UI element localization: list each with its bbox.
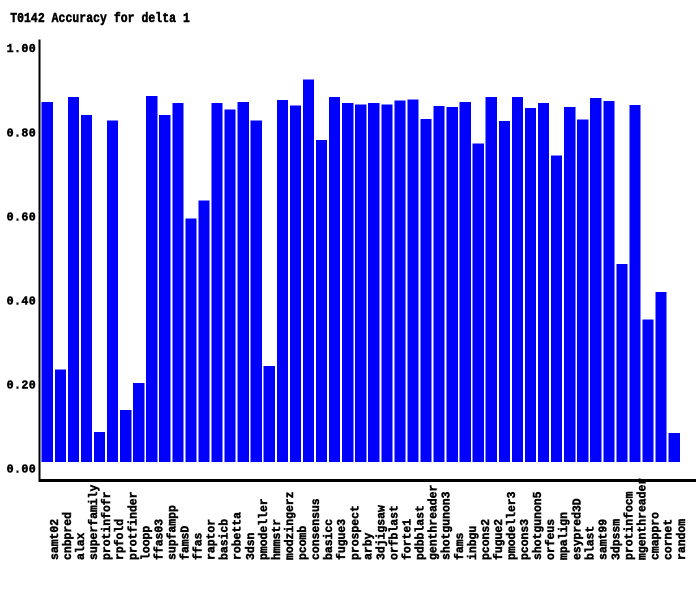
svg-text:esypred3D: esypred3D bbox=[570, 498, 584, 560]
svg-text:alax: alax bbox=[74, 533, 88, 560]
svg-text:forte1: forte1 bbox=[400, 519, 414, 560]
svg-text:fams: fams bbox=[453, 533, 467, 560]
svg-text:samt02: samt02 bbox=[48, 519, 62, 560]
svg-text:fugue3: fugue3 bbox=[335, 519, 349, 560]
svg-text:3dpssm: 3dpssm bbox=[609, 519, 623, 560]
svg-text:protfinder: protfinder bbox=[126, 492, 140, 561]
svg-text:loopp: loopp bbox=[139, 526, 153, 560]
svg-text:basicc: basicc bbox=[322, 519, 336, 560]
svg-text:cmappro: cmappro bbox=[648, 512, 662, 560]
svg-text:orfeus: orfeus bbox=[544, 519, 558, 560]
svg-text:robetta: robetta bbox=[230, 512, 244, 560]
svg-text:cnbpred: cnbpred bbox=[61, 512, 75, 560]
svg-text:ffas: ffas bbox=[191, 533, 205, 560]
svg-text:prospect: prospect bbox=[348, 505, 362, 560]
svg-text:0.20: 0.20 bbox=[7, 378, 36, 392]
svg-text:T0142 Accuracy for delta 1: T0142 Accuracy for delta 1 bbox=[10, 10, 190, 27]
svg-text:pcons3: pcons3 bbox=[518, 519, 532, 560]
svg-text:hmmstr: hmmstr bbox=[270, 519, 284, 560]
svg-text:rpfold: rpfold bbox=[113, 519, 127, 560]
svg-text:cornet: cornet bbox=[661, 519, 675, 560]
svg-text:genthreader: genthreader bbox=[426, 485, 440, 560]
svg-text:arby: arby bbox=[361, 533, 375, 560]
svg-text:3djigsaw: 3djigsaw bbox=[374, 505, 388, 560]
svg-text:1.00: 1.00 bbox=[7, 42, 36, 56]
svg-text:fugue2: fugue2 bbox=[492, 519, 506, 560]
svg-text:protinfocm: protinfocm bbox=[622, 492, 636, 561]
svg-text:protinfofr: protinfofr bbox=[100, 492, 114, 561]
svg-text:pcomb: pcomb bbox=[296, 526, 310, 560]
svg-text:pcons2: pcons2 bbox=[479, 519, 493, 560]
svg-text:modzingerz: modzingerz bbox=[283, 492, 297, 561]
svg-text:blast: blast bbox=[583, 526, 597, 560]
svg-text:pdbblast: pdbblast bbox=[413, 505, 427, 560]
svg-text:basicb: basicb bbox=[217, 519, 231, 560]
svg-text:mpalign: mpalign bbox=[557, 512, 571, 560]
svg-text:mgenthreader: mgenthreader bbox=[635, 478, 649, 560]
svg-text:famsD: famsD bbox=[178, 526, 192, 560]
svg-text:raptor: raptor bbox=[204, 519, 218, 560]
svg-text:orfblast: orfblast bbox=[387, 505, 401, 560]
svg-text:shotgunon5: shotgunon5 bbox=[531, 492, 545, 561]
svg-text:pmodeller: pmodeller bbox=[257, 498, 271, 560]
svg-text:samt99: samt99 bbox=[596, 519, 610, 560]
svg-text:3dsn: 3dsn bbox=[244, 533, 258, 560]
svg-text:ffas03: ffas03 bbox=[152, 519, 166, 560]
svg-text:inbgu: inbgu bbox=[466, 526, 480, 560]
svg-text:0.00: 0.00 bbox=[7, 462, 36, 476]
svg-text:supfampp: supfampp bbox=[165, 505, 179, 560]
svg-text:consensus: consensus bbox=[309, 498, 323, 560]
svg-text:random: random bbox=[675, 519, 689, 560]
svg-text:0.40: 0.40 bbox=[7, 294, 36, 308]
svg-text:pmodeller3: pmodeller3 bbox=[505, 492, 519, 561]
svg-text:shotgunon3: shotgunon3 bbox=[439, 492, 453, 561]
svg-text:0.60: 0.60 bbox=[7, 210, 36, 224]
svg-text:0.80: 0.80 bbox=[7, 126, 36, 140]
svg-text:superfamily: superfamily bbox=[87, 485, 101, 560]
